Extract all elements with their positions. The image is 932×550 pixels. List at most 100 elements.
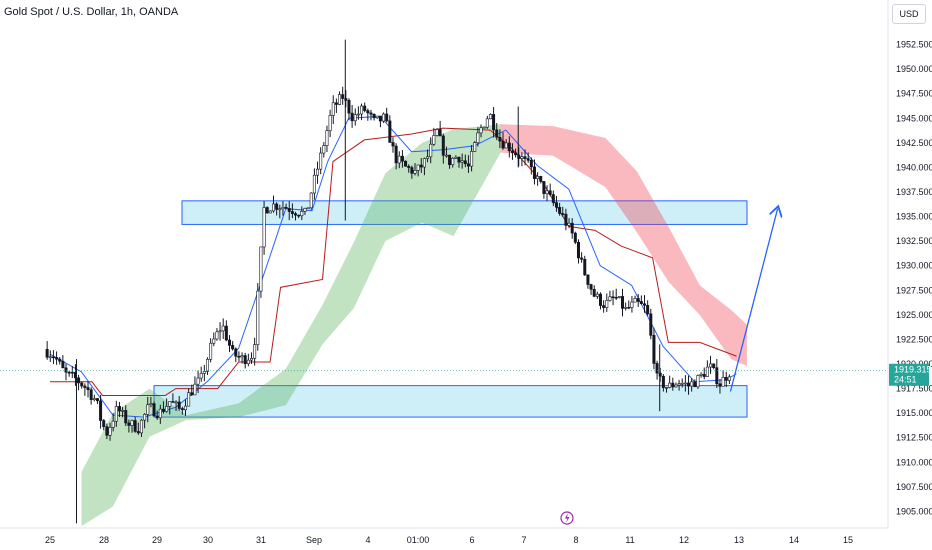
candle-body [448, 154, 452, 165]
candle-body [212, 338, 216, 344]
candle-body [177, 401, 181, 409]
candle-body [696, 375, 700, 388]
candle-body [309, 192, 313, 209]
candle-body [677, 383, 681, 386]
candle-body [92, 398, 96, 400]
candle-body [105, 426, 109, 436]
candle-body [576, 241, 580, 259]
candle-body [517, 154, 521, 159]
candle-body [683, 382, 687, 385]
candle-body [586, 274, 590, 285]
candle-body [693, 381, 697, 388]
x-tick-label: 25 [45, 535, 55, 545]
candle-body [363, 105, 367, 111]
candle-body [510, 150, 514, 153]
candle-body [174, 401, 178, 404]
y-tick-label: 1925.000 [896, 310, 932, 320]
candle-body [224, 325, 228, 341]
candle-body [715, 367, 719, 385]
candle-body [658, 372, 662, 377]
candle-body [661, 375, 665, 388]
candle-body [193, 383, 197, 396]
candle-body [476, 132, 480, 143]
candle-body [322, 145, 326, 154]
y-tick-label: 1937.500 [896, 187, 932, 197]
candle-body [297, 214, 301, 217]
candle-body [199, 373, 203, 379]
candle-body [77, 377, 81, 384]
candle-body [240, 355, 244, 358]
bearish-cloud [500, 124, 747, 366]
candle-body [205, 359, 209, 372]
candle-body [680, 382, 684, 385]
candle-body [451, 158, 455, 165]
x-tick-label: 11 [625, 535, 634, 545]
candle-body [143, 414, 147, 421]
candle-body [243, 355, 247, 364]
y-tick-label: 1930.000 [896, 261, 932, 271]
candle-body [466, 163, 470, 167]
candle-body [99, 400, 103, 421]
candle-body [152, 403, 156, 417]
y-tick-label: 1932.500 [896, 236, 932, 246]
candle-body [196, 377, 200, 385]
candle-body [410, 167, 414, 174]
projection-arrow[interactable] [729, 209, 777, 392]
candle-body [652, 335, 656, 364]
candle-body [366, 110, 370, 114]
candle-body [620, 296, 624, 309]
candle-body [382, 113, 386, 122]
candle-body [347, 100, 351, 114]
candle-body [391, 142, 395, 147]
candle-body [705, 366, 709, 377]
y-tick-label: 1912.500 [896, 433, 932, 443]
candle-body [48, 356, 52, 359]
candle-body [83, 385, 87, 388]
candle-body [290, 211, 294, 214]
candle-body [215, 331, 219, 340]
y-tick-label: 1940.000 [896, 162, 932, 172]
countdown-label: 24:51 [894, 375, 917, 385]
candle-body [344, 98, 348, 101]
currency-button[interactable]: USD [892, 4, 926, 24]
candle-body [416, 164, 420, 171]
y-tick-label: 1905.000 [896, 506, 932, 516]
y-tick-label: 1907.500 [896, 482, 932, 492]
candle-body [605, 300, 609, 308]
candle-body [372, 113, 376, 119]
candle-body [655, 363, 659, 374]
candle-body [507, 142, 511, 152]
candle-body [718, 383, 722, 387]
candle-body [554, 202, 558, 208]
candle-body [646, 305, 650, 315]
candle-body [385, 113, 389, 122]
candle-body [463, 160, 467, 165]
candle-body [573, 232, 577, 243]
candle-body [473, 142, 477, 152]
candle-body [404, 160, 408, 167]
candle-body [699, 373, 703, 376]
candle-body [278, 208, 282, 211]
y-tick-label: 1952.500 [896, 40, 932, 50]
candle-body [561, 213, 565, 215]
y-tick-label: 1947.500 [896, 89, 932, 99]
candle-body [614, 296, 618, 299]
resistance-zone[interactable] [181, 200, 748, 225]
candle-body [394, 145, 398, 164]
y-tick-label: 1922.500 [896, 334, 932, 344]
candle-body [190, 392, 194, 396]
candle-body [643, 303, 647, 306]
candle-body [334, 102, 338, 105]
candle-body [520, 156, 524, 159]
candle-body [45, 348, 49, 358]
candle-body [617, 296, 621, 298]
candle-body [598, 293, 602, 306]
x-tick-label: 30 [203, 535, 213, 545]
candle-body [580, 257, 584, 260]
candle-body [237, 355, 241, 358]
support-zone[interactable] [153, 385, 748, 418]
candle-body [514, 152, 518, 156]
chart-title: Gold Spot / U.S. Dollar, 1h, OANDA [4, 6, 179, 18]
